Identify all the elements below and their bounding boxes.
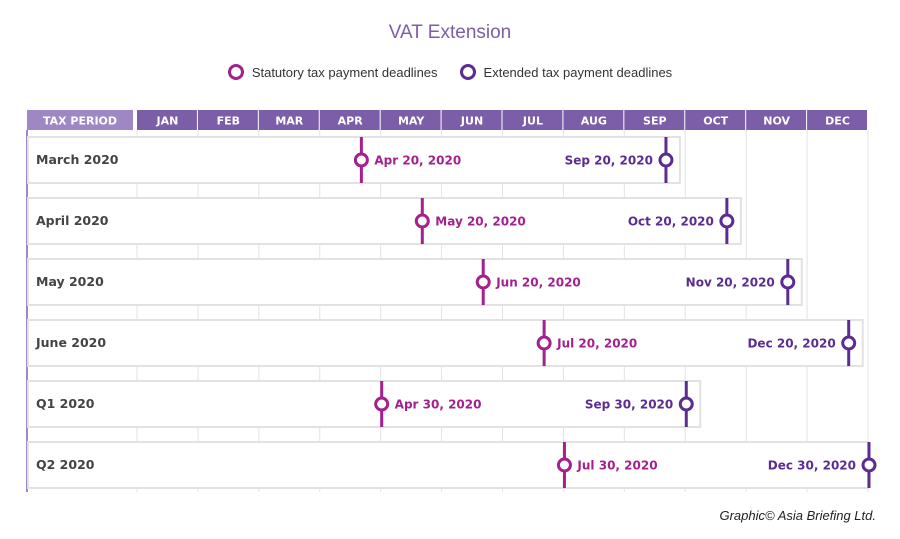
- extended-deadline-marker: [678, 396, 694, 412]
- statutory-deadline-marker: [475, 274, 491, 290]
- month-header: [380, 110, 441, 130]
- month-label: AUG: [581, 115, 607, 128]
- extended-deadline-label: Dec 30, 2020: [768, 459, 856, 473]
- credit: Graphic© Asia Briefing Ltd.: [719, 508, 876, 523]
- statutory-marker-icon: [227, 64, 244, 80]
- row-period-label: May 2020: [36, 274, 104, 289]
- month-label: JUL: [522, 115, 543, 128]
- month-label: NOV: [763, 115, 790, 128]
- extended-deadline-marker: [658, 152, 674, 168]
- statutory-deadline-label: Jul 30, 2020: [576, 459, 657, 473]
- month-header: [441, 110, 502, 130]
- month-header: [502, 110, 563, 130]
- statutory-deadline-marker: [353, 152, 369, 168]
- row-period-label: April 2020: [36, 213, 109, 228]
- extended-marker-icon: [459, 64, 476, 80]
- statutory-deadline-label: Jul 20, 2020: [556, 337, 637, 351]
- tax-period-label: TAX PERIOD: [43, 115, 117, 128]
- row-bar: [27, 441, 869, 489]
- statutory-deadline-label: May 20, 2020: [435, 215, 526, 229]
- month-header: [319, 110, 380, 130]
- row-bar: [27, 319, 864, 367]
- month-header: [746, 110, 807, 130]
- row-bar: [27, 380, 702, 428]
- statutory-deadline-label: Apr 20, 2020: [374, 154, 461, 168]
- month-header: [137, 110, 197, 130]
- statutory-deadline-marker: [556, 457, 572, 473]
- month-label: OCT: [703, 115, 728, 128]
- month-header: [685, 110, 746, 130]
- row-period-label: Q1 2020: [36, 396, 95, 411]
- extended-deadline-marker: [780, 274, 796, 290]
- extended-deadline-label: Sep 20, 2020: [565, 154, 653, 168]
- extended-deadline-marker: [861, 457, 877, 473]
- statutory-deadline-label: Jun 20, 2020: [495, 276, 581, 290]
- row-bar: [27, 197, 742, 245]
- statutory-deadline-label: Apr 30, 2020: [395, 398, 482, 412]
- month-header: [563, 110, 624, 130]
- row-period-label: Q2 2020: [36, 457, 95, 472]
- extended-deadline-marker: [719, 213, 735, 229]
- extended-deadline-label: Dec 20, 2020: [747, 337, 835, 351]
- statutory-deadline-marker: [374, 396, 390, 412]
- statutory-deadline-marker: [536, 335, 552, 351]
- row-period-label: June 2020: [35, 335, 106, 350]
- legend-label: Statutory tax payment deadlines: [251, 64, 438, 80]
- extended-deadline-label: Oct 20, 2020: [628, 215, 714, 229]
- legend-item-statutory: Statutory tax payment deadlines: [227, 64, 438, 80]
- month-header: [807, 110, 867, 130]
- extended-deadline-label: Nov 20, 2020: [686, 276, 775, 290]
- month-label: MAR: [275, 115, 303, 128]
- month-label: JAN: [156, 115, 179, 128]
- month-header: [624, 110, 685, 130]
- month-header: [258, 110, 319, 130]
- month-label: MAY: [398, 115, 425, 128]
- statutory-deadline-marker: [414, 213, 430, 229]
- extended-deadline-label: Sep 30, 2020: [585, 398, 673, 412]
- month-label: SEP: [643, 115, 667, 128]
- legend-label: Extended tax payment deadlines: [483, 64, 673, 80]
- month-label: DEC: [825, 115, 850, 128]
- month-label: FEB: [217, 115, 240, 128]
- row-period-label: March 2020: [36, 152, 119, 167]
- month-header: [197, 110, 258, 130]
- row-bar: [27, 258, 803, 306]
- tax-period-header: [27, 110, 133, 130]
- month-label: APR: [338, 115, 364, 128]
- extended-deadline-marker: [841, 335, 857, 351]
- chart-title: VAT Extension: [388, 22, 512, 43]
- legend: Statutory tax payment deadlines Extended…: [0, 64, 900, 80]
- month-label: JUN: [460, 115, 483, 128]
- legend-item-extended: Extended tax payment deadlines: [459, 64, 673, 80]
